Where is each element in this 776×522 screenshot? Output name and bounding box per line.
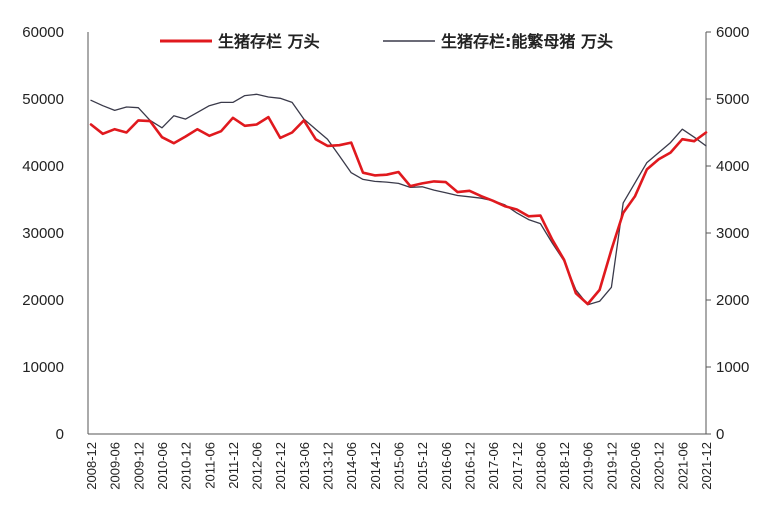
x-tick-label: 2011-06 xyxy=(202,442,217,489)
y-right-tick-label: 1000 xyxy=(716,359,749,376)
legend: 生猪存栏 万头 生猪存栏:能繁母猪 万头 xyxy=(160,32,613,51)
x-tick-label: 2010-12 xyxy=(179,442,194,490)
y-left-tick-label: 50000 xyxy=(22,91,64,108)
x-tick-label: 2013-12 xyxy=(321,442,336,490)
x-tick-label: 2015-12 xyxy=(415,442,430,490)
x-tick-label: 2012-12 xyxy=(273,442,288,490)
x-tick-label: 2016-06 xyxy=(439,442,454,490)
y-left-tick-label: 10000 xyxy=(22,359,64,376)
x-tick-label: 2017-12 xyxy=(510,442,525,490)
y-left-tick-label: 0 xyxy=(56,426,64,443)
x-tick-label: 2021-12 xyxy=(699,442,714,490)
x-tick-label: 2008-12 xyxy=(84,442,99,490)
x-tick-label: 2020-12 xyxy=(652,442,667,490)
x-tick-label: 2018-06 xyxy=(533,442,548,490)
y-left-tick-label: 60000 xyxy=(22,24,64,41)
x-tick-label: 2019-06 xyxy=(581,442,596,490)
x-tick-label: 2013-06 xyxy=(297,442,312,490)
x-tick-label: 2021-06 xyxy=(675,442,690,490)
x-tick-label: 2018-12 xyxy=(557,442,572,490)
y-right-tick-label: 4000 xyxy=(716,158,749,175)
y-left-tick-label: 40000 xyxy=(22,158,64,175)
series-line-hog-inventory xyxy=(89,115,708,306)
y-right-tick-label: 6000 xyxy=(716,24,749,41)
legend-label-hog-inventory: 生猪存栏 万头 xyxy=(218,32,320,51)
x-tick-label: 2009-12 xyxy=(131,442,146,490)
x-tick-label: 2014-06 xyxy=(344,442,359,490)
x-tick-label: 2010-06 xyxy=(155,442,170,490)
axes: 0 10000 20000 30000 40000 50000 60000 0 1000 2000… xyxy=(22,24,749,490)
x-tick-label: 2017-06 xyxy=(486,442,501,490)
series-lines xyxy=(89,93,708,306)
x-tick-label: 2015-06 xyxy=(392,442,407,490)
y-right-tick-label: 3000 xyxy=(716,225,749,242)
series-line-breeding-sows xyxy=(90,93,707,306)
x-tick-label: 2012-06 xyxy=(250,442,265,490)
y-right-tick-label: 5000 xyxy=(716,91,749,108)
x-tick-label: 2009-06 xyxy=(108,442,123,490)
x-tick-label: 2020-06 xyxy=(628,442,643,490)
x-tick-label: 2019-12 xyxy=(604,442,619,490)
x-tick-label: 2011-12 xyxy=(226,442,241,489)
legend-label-breeding-sows: 生猪存栏:能繁母猪 万头 xyxy=(441,32,613,51)
y-left-tick-label: 20000 xyxy=(22,292,64,309)
x-tick-label: 2016-12 xyxy=(462,442,477,490)
x-tick-label: 2014-12 xyxy=(368,442,383,490)
y-right-tick-label: 0 xyxy=(716,426,724,443)
y-left-tick-label: 30000 xyxy=(22,225,64,242)
y-right-tick-label: 2000 xyxy=(716,292,749,309)
